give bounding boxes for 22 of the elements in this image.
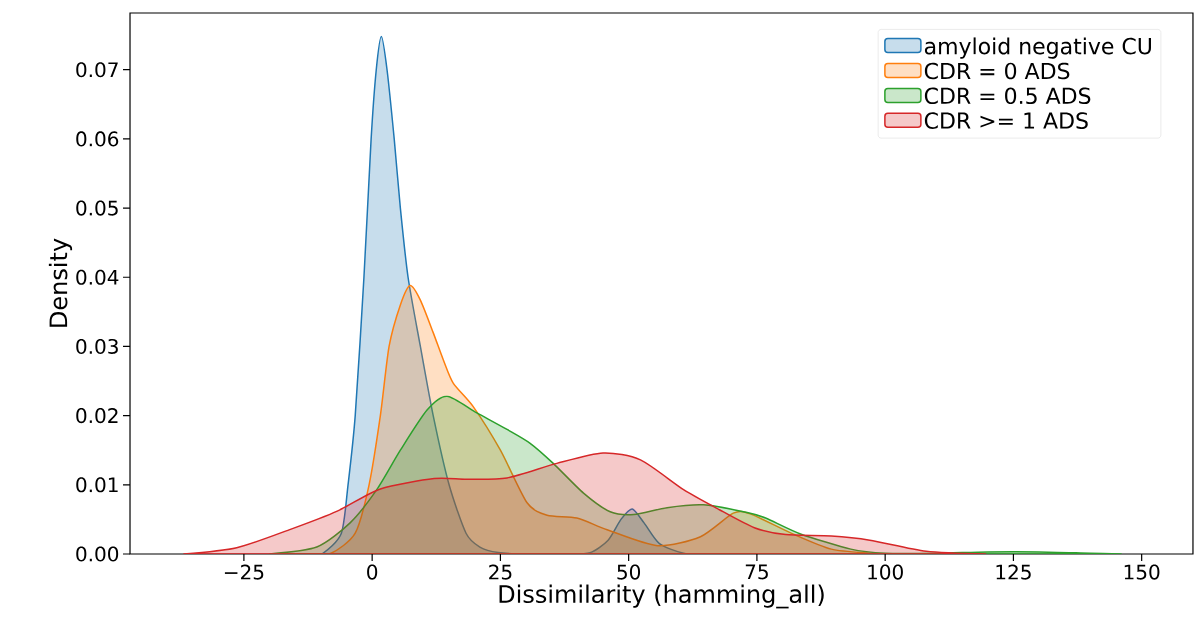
- legend-label: CDR = 0.5 ADS: [924, 87, 1091, 105]
- y-tick-label: 0.04: [76, 269, 119, 285]
- y-tick-label: 0.05: [76, 200, 118, 216]
- legend-label: CDR = 0 ADS: [924, 62, 1070, 80]
- y-tick-label: 0.00: [76, 546, 119, 562]
- legend-label: CDR >= 1 ADS: [924, 112, 1088, 129]
- x-tick-label: 25: [489, 564, 512, 580]
- x-tick-label: 150: [1124, 564, 1160, 580]
- x-tick-label: 0: [367, 564, 378, 580]
- x-tick-label: −25: [224, 564, 264, 580]
- y-tick-label: 0.06: [76, 131, 119, 147]
- x-tick-label: 100: [868, 564, 903, 580]
- y-tick-label: 0.07: [76, 62, 118, 78]
- y-axis-title: Density: [48, 238, 73, 327]
- legend-label: amyloid negative CU: [924, 37, 1151, 59]
- y-tick-label: 0.01: [76, 477, 118, 493]
- y-tick-label: 0.02: [76, 408, 118, 424]
- x-tick-label: 75: [745, 564, 768, 580]
- x-tick-label: 125: [996, 564, 1031, 580]
- x-tick-label: 50: [617, 564, 641, 580]
- y-tick-label: 0.03: [76, 338, 118, 355]
- x-axis-title: Dissimilarity (hamming_all): [499, 584, 824, 609]
